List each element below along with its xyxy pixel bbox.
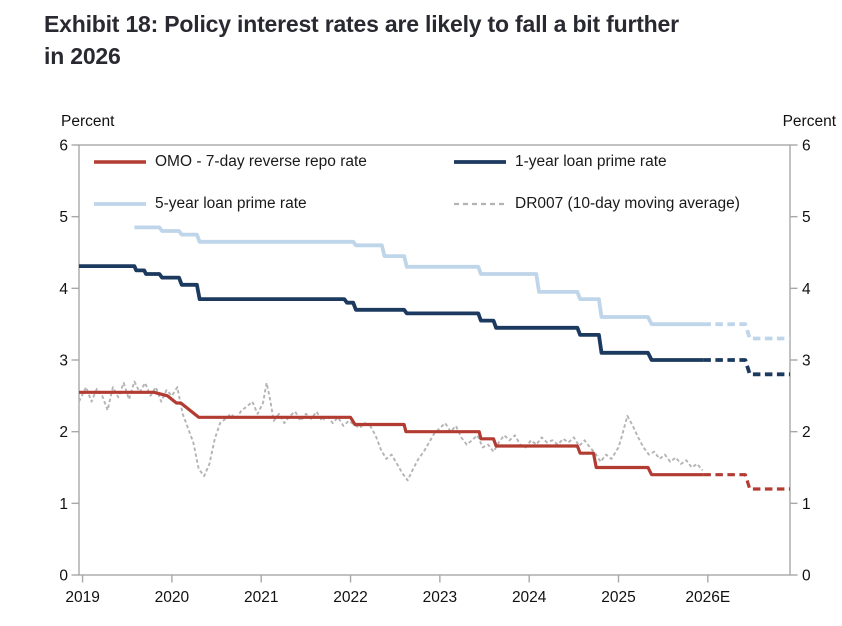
legend-item-1-year-loan-prime-rate: 1-year loan prime rate [453, 153, 667, 171]
x-tick-label: 2026E [685, 589, 730, 606]
legend-swatch-line [454, 202, 506, 206]
legend-label: 1-year loan prime rate [515, 153, 667, 170]
legend-swatch-line [94, 202, 146, 206]
y-tick-label-left: 5 [59, 209, 68, 226]
y-tick-label-right: 4 [802, 281, 811, 298]
series-forecast-line-5-year-loan-prime-rate [703, 322, 790, 341]
legend-label: DR007 (10-day moving average) [515, 195, 740, 212]
y-tick-label-right: 0 [802, 568, 811, 585]
x-tick-label: 2025 [601, 589, 635, 606]
legend-item-dr007: DR007 (10-day moving average) [453, 195, 740, 213]
series-line-5-year-loan-prime-rate [134, 225, 704, 327]
y-tick-label-left: 4 [59, 281, 68, 298]
x-tick-label: 2020 [155, 589, 190, 606]
y-tick-label-left: 6 [59, 138, 68, 155]
chart-title-line1: Exhibit 18: Policy interest rates are li… [44, 11, 679, 37]
y-tick-label-right: 3 [802, 353, 811, 370]
series-line-1-year-loan-prime-rate [79, 264, 704, 362]
series-line-omo-7-day-reverse-repo-rate [79, 390, 704, 477]
y-tick-label-right: 2 [802, 424, 811, 441]
chart-title-line2: in 2026 [44, 43, 121, 69]
y-axis-unit-left: Percent [61, 113, 115, 130]
series-line-dr007-10-day-moving-average [78, 380, 704, 482]
legend-swatch-line [94, 160, 146, 164]
y-tick-label-left: 2 [59, 424, 68, 441]
y-tick-label-right: 1 [802, 496, 811, 513]
x-tick-label: 2023 [423, 589, 457, 606]
legend-label: OMO - 7-day reverse repo rate [155, 153, 367, 170]
legend-swatch-line [454, 160, 506, 164]
y-tick-label-right: 6 [802, 138, 811, 155]
y-tick-label-left: 0 [59, 568, 68, 585]
legend-item-5-year-loan-prime-rate: 5-year loan prime rate [93, 195, 307, 213]
x-tick-label: 2021 [244, 589, 278, 606]
y-axis-unit-right: Percent [782, 113, 836, 130]
chart-title: Exhibit 18: Policy interest rates are li… [44, 8, 824, 72]
series-forecast-line-1-year-loan-prime-rate [703, 358, 790, 377]
x-tick-label: 2024 [512, 589, 547, 606]
legend-label: 5-year loan prime rate [155, 195, 307, 212]
y-tick-label-left: 3 [59, 353, 68, 370]
legend-item-omo-7-day-reverse-repo-rate: OMO - 7-day reverse repo rate [93, 153, 367, 171]
series-forecast-line-omo-7-day-reverse-repo-rate [703, 473, 790, 491]
y-tick-label-right: 5 [802, 209, 811, 226]
y-tick-label-left: 1 [59, 496, 68, 513]
x-tick-label: 2019 [65, 589, 99, 606]
x-tick-label: 2022 [333, 589, 367, 606]
